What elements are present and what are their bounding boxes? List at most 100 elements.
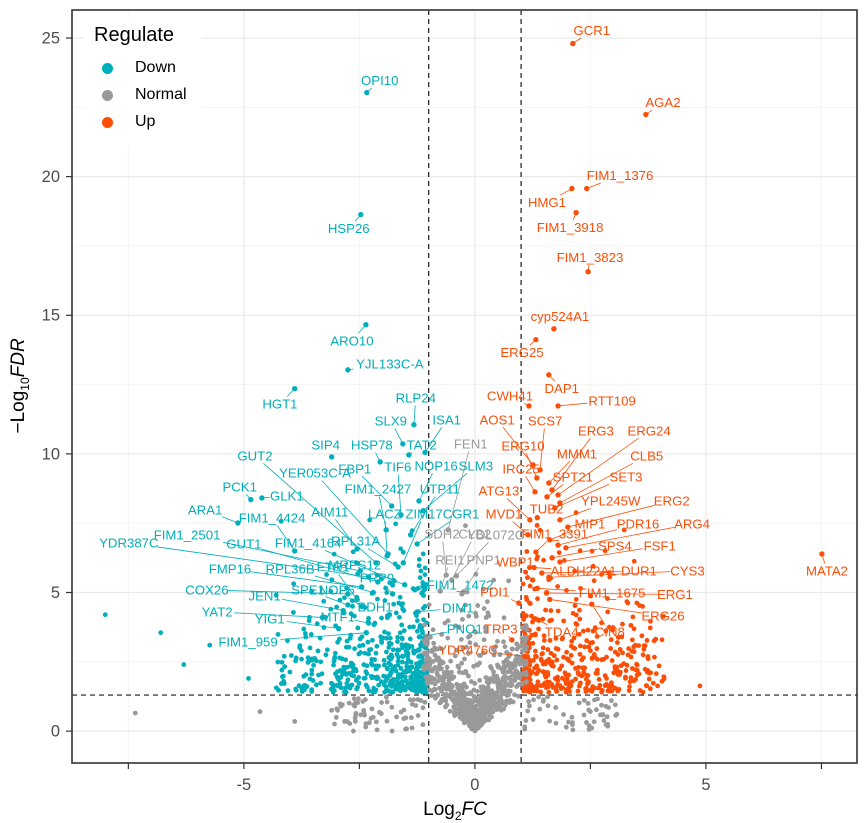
data-point-up <box>536 626 541 632</box>
gene-point <box>533 549 539 555</box>
gene-label: ERG10 <box>501 438 544 453</box>
data-point-normal <box>591 719 597 725</box>
data-point-up <box>555 608 561 614</box>
data-point-down <box>333 671 338 677</box>
gene-label: SCS7 <box>528 413 562 428</box>
data-point-normal <box>606 705 611 711</box>
data-point-up <box>625 600 631 606</box>
gene-label: ERG2 <box>654 494 690 509</box>
data-point-down <box>273 685 279 691</box>
gene-point <box>384 553 390 559</box>
y-tick-label: 0 <box>51 723 60 741</box>
data-point-normal <box>350 728 356 734</box>
y-tick-label: 20 <box>42 168 60 186</box>
data-point-down <box>420 580 426 585</box>
data-point-up <box>648 618 653 624</box>
gene-label: JEN1 <box>249 589 281 604</box>
gene-point <box>354 596 360 603</box>
data-point-normal <box>495 689 501 695</box>
data-point-normal <box>464 589 470 595</box>
data-point-up <box>573 666 578 671</box>
data-point-normal <box>485 610 491 616</box>
gene-point <box>535 617 542 623</box>
data-point-up <box>540 616 546 622</box>
x-tick-label: 0 <box>470 776 479 794</box>
gene-point <box>328 454 335 460</box>
data-point-normal <box>476 719 482 725</box>
data-point-normal <box>384 699 390 705</box>
data-point-down <box>392 664 398 670</box>
data-point-down <box>420 551 426 557</box>
data-point-down <box>402 687 408 693</box>
data-point-normal <box>507 688 513 694</box>
data-point-normal <box>407 697 413 703</box>
data-point-up <box>520 610 526 616</box>
data-point-normal <box>384 694 389 700</box>
data-point-up <box>551 653 557 659</box>
gene-leader-line <box>546 484 564 498</box>
data-point-down <box>400 653 405 659</box>
data-point-normal <box>460 645 466 651</box>
data-point-up <box>564 676 570 682</box>
data-point-normal <box>448 691 454 697</box>
data-point-normal <box>449 669 454 675</box>
data-point-down <box>393 668 399 674</box>
gene-label: SLX9 <box>375 413 407 428</box>
gene-point <box>563 545 569 551</box>
data-point-normal <box>513 657 518 663</box>
data-point-down <box>356 651 362 657</box>
data-point-normal <box>478 699 484 705</box>
data-point-down <box>355 625 361 631</box>
gene-point <box>364 89 370 96</box>
data-point-down <box>400 679 405 684</box>
data-point-down <box>408 659 414 665</box>
gene-point <box>532 489 538 495</box>
gene-label: RTT109 <box>588 393 635 408</box>
data-point-normal <box>449 676 455 681</box>
data-point-up <box>620 621 625 627</box>
data-point-up <box>644 669 650 675</box>
data-point-up <box>554 688 559 694</box>
gene-leader-line <box>548 571 671 578</box>
data-point-down <box>373 650 379 656</box>
data-point-normal <box>473 723 479 729</box>
data-point-normal <box>462 656 467 662</box>
data-point-down <box>361 662 367 668</box>
data-point-normal <box>465 704 471 710</box>
gene-point <box>557 559 563 565</box>
gene-point <box>530 462 536 468</box>
gene-point <box>414 541 420 547</box>
data-point-down <box>246 676 251 681</box>
gene-label: RPL31A <box>331 533 380 548</box>
legend-item-up: Up <box>94 113 187 131</box>
data-point-normal <box>358 712 364 718</box>
data-point-normal <box>614 711 620 717</box>
data-point-normal <box>527 703 532 709</box>
gene-label: SPT21 <box>553 469 593 484</box>
gene-label: FBP1 <box>338 461 371 476</box>
data-point-normal <box>524 627 529 633</box>
data-point-down <box>307 645 313 651</box>
data-point-normal <box>561 712 566 717</box>
data-point-down <box>379 638 384 644</box>
data-point-up <box>547 618 553 624</box>
data-point-normal <box>581 697 587 703</box>
data-point-normal <box>495 662 500 668</box>
data-point-up <box>585 627 591 633</box>
data-point-normal <box>455 663 461 669</box>
gene-label: AGA2 <box>645 95 680 110</box>
gene-leader-line <box>558 402 588 407</box>
data-point-up <box>659 637 665 643</box>
data-point-up <box>602 548 608 554</box>
data-point-down <box>383 678 389 684</box>
gene-label: MATA2 <box>806 563 848 578</box>
data-point-up <box>567 689 572 694</box>
data-point-down <box>378 679 384 685</box>
data-point-up <box>621 527 627 533</box>
gene-label: FIM1_3823 <box>557 250 624 265</box>
gene-point <box>358 603 365 610</box>
data-point-down <box>279 659 285 665</box>
gene-leader-line <box>410 496 436 536</box>
gene-label: ZIM17 <box>405 507 442 522</box>
data-point-normal <box>442 620 448 626</box>
